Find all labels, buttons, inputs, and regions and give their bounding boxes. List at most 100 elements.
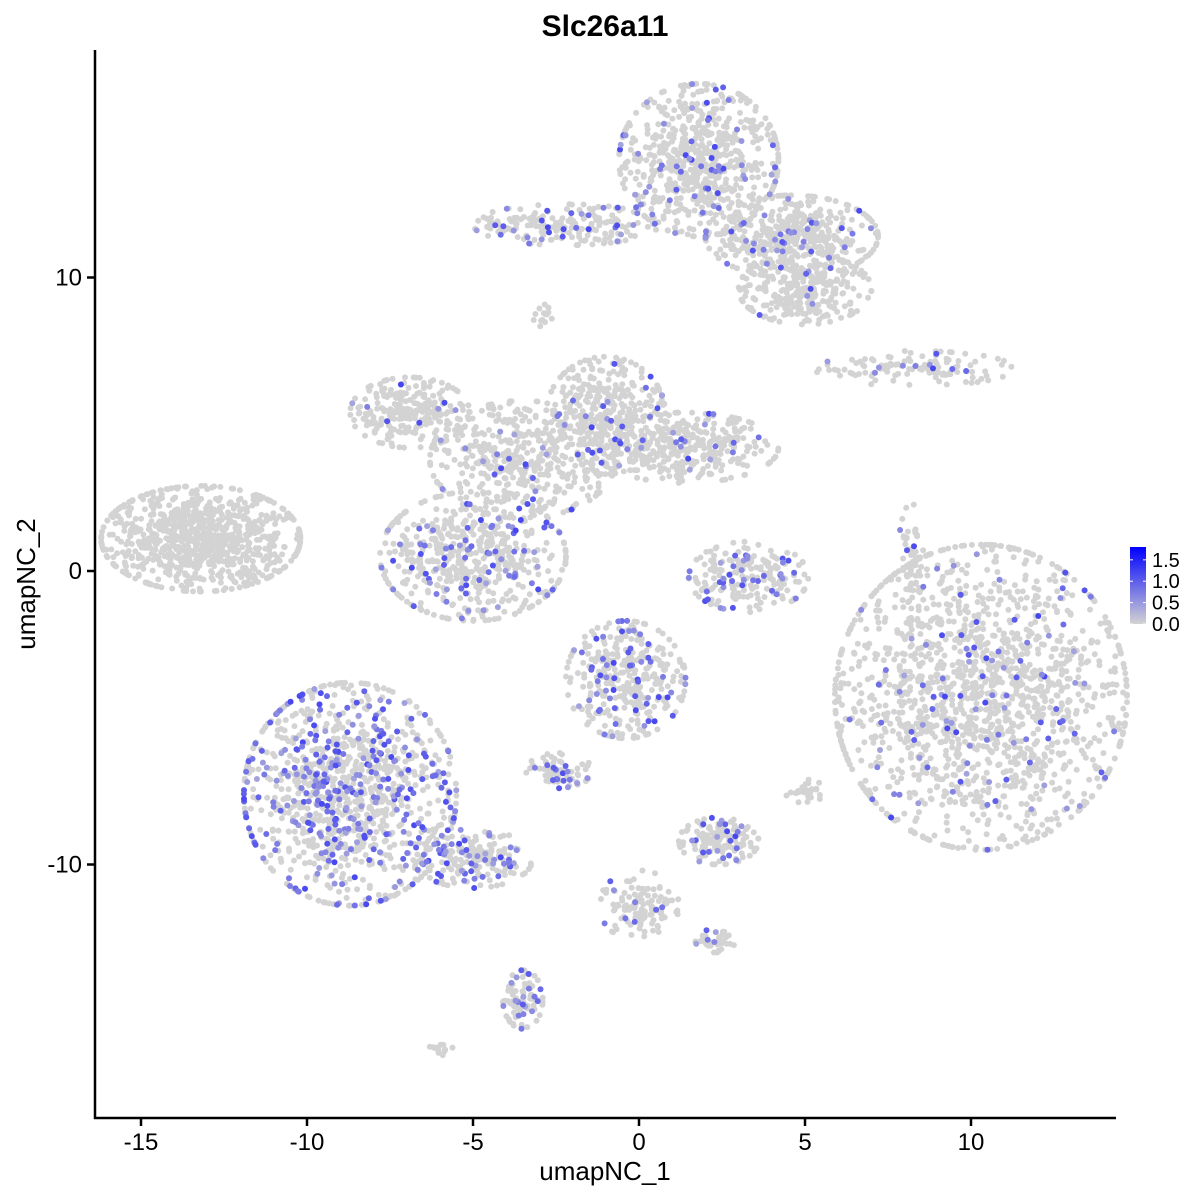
cell-point [209,523,216,530]
cell-point [234,549,241,556]
cell-point [505,597,512,604]
cell-point [876,625,882,632]
cell-point [505,481,512,488]
cell-point [703,86,710,93]
cell-point [655,385,662,392]
cell-point [166,571,173,578]
cell-point [198,510,205,517]
cell-point [159,545,166,552]
cell-point [457,566,464,573]
cell-point [702,582,709,589]
cell-point [425,589,432,596]
cell-point [821,270,828,277]
cell-point [500,418,507,425]
cell-point [541,485,548,492]
cell-point [185,579,192,586]
cell-point [790,273,797,280]
cell-point [650,386,656,393]
cell-point [596,215,603,221]
cell-point [457,495,464,502]
cell-point [228,585,235,592]
cell-point [263,566,270,573]
cell-point [141,506,148,513]
cell-point [728,150,734,157]
cell-point [863,626,870,633]
cell-point [246,568,253,575]
cell-point [680,417,687,424]
cell-point [715,152,722,159]
cell-point [265,574,272,581]
cell-point [514,406,521,413]
cell-point [455,436,461,443]
cell-point [152,531,159,538]
cell-point [843,268,850,275]
cell-point [666,440,673,447]
cell-point [243,557,250,564]
cell-point [485,232,492,239]
cell-point [596,222,603,229]
cell-point [522,414,529,420]
cell-point [775,155,782,162]
cell-point [183,534,190,540]
cell-point [464,480,471,487]
cell-point [532,210,539,216]
cell-point [119,568,126,575]
cell-point [775,447,782,454]
cell-point [413,533,420,540]
cell-point [569,469,576,475]
cell-point [465,402,472,409]
cell-point [706,439,713,446]
cell-point [110,514,117,521]
cell-point [737,97,744,104]
cell-point [501,509,507,515]
cell-point [490,590,497,597]
cell-point [652,135,659,142]
cell-point [218,574,224,581]
cell-point [659,475,666,482]
cell-point [1021,769,1028,776]
cell-point [457,595,464,601]
cell-point [347,411,354,418]
cell-point [1096,658,1103,665]
cell-point [813,244,819,251]
cell-point [122,561,129,568]
cell-point [433,446,440,453]
cell-point [770,293,777,299]
cell-point [572,462,579,469]
cell-point [964,562,971,569]
cell-point [543,539,550,546]
cell-point [211,483,218,490]
cell-point [134,563,141,570]
cell-point [136,540,143,547]
cell-point [756,606,763,613]
cell-point [385,407,391,414]
cell-point [542,503,549,510]
cell-point [741,424,748,431]
cell-point [675,460,682,467]
cell-point [587,484,594,491]
cell-point [619,205,626,212]
cell-point [702,571,709,578]
cell-point [726,205,733,211]
cell-point [183,483,190,490]
cell-point [856,718,863,725]
cell-point [451,565,458,571]
cell-point [463,455,470,462]
cell-point [519,583,526,590]
cell-point [534,459,541,465]
cell-point [735,284,742,291]
cell-point [766,231,773,238]
cell-point [900,657,907,664]
cell-point [379,417,386,424]
cell-point [1074,724,1081,731]
cell-point [489,412,496,419]
cell-point [678,92,685,99]
cell-point [965,829,972,836]
cell-point [561,489,568,496]
cell-point [228,485,235,492]
cell-point [723,146,730,153]
cell-point [680,187,687,194]
cell-point [584,475,591,482]
cell-point [266,553,273,560]
